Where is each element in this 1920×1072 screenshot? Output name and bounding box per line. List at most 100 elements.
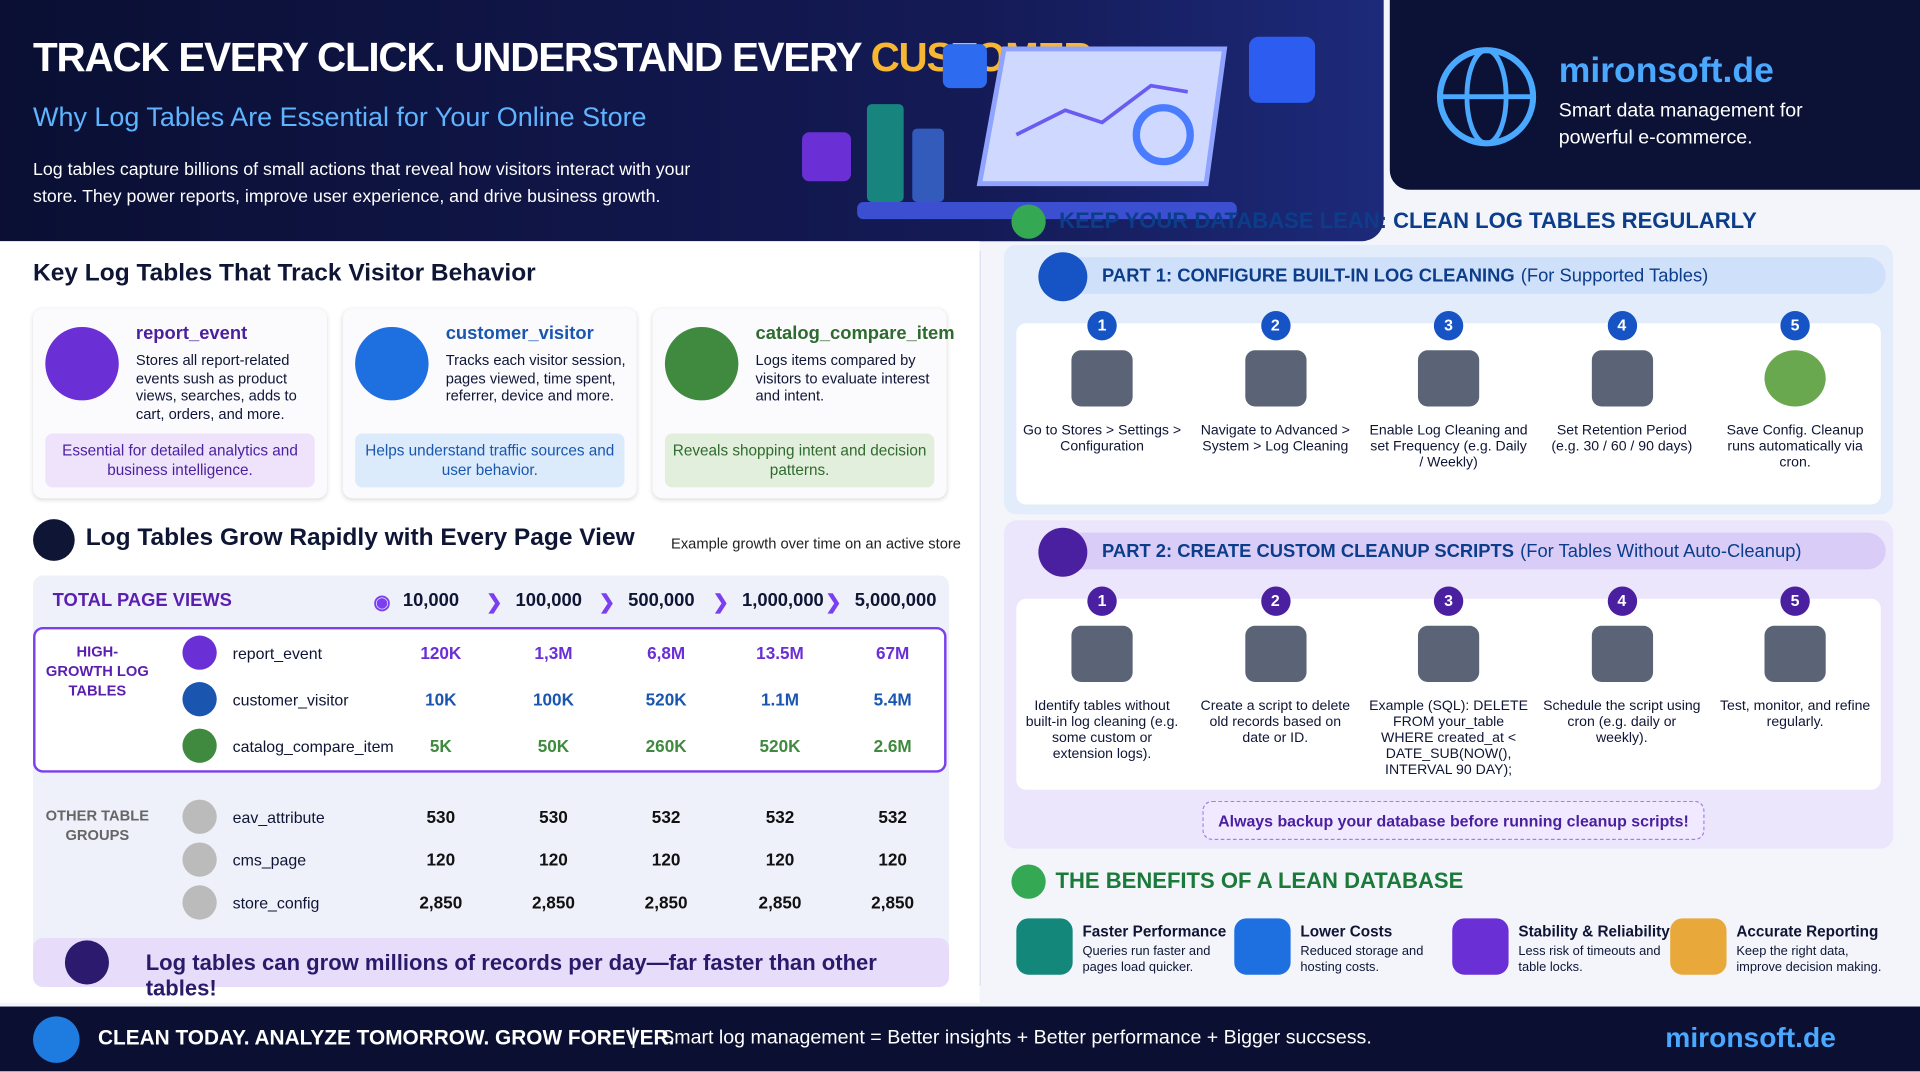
card-note: Helps understand traffic sources and use… [355, 433, 625, 488]
row-value: 10K [425, 689, 457, 709]
group-label: HIGH-GROWTH LOG TABLES [45, 642, 149, 700]
card-icon [45, 326, 119, 401]
benefit-title: Faster Performance [1082, 923, 1227, 941]
step: 1 Go to Stores > Settings > Configuration [1016, 311, 1187, 504]
row-icon [182, 682, 217, 717]
step-icon [1764, 350, 1826, 407]
card-note: Reveals shopping intent and decision pat… [664, 433, 935, 488]
benefit-title: Lower Costs [1300, 923, 1393, 941]
step-number: 2 [1260, 586, 1291, 616]
step: 1 Identify tables without built-in log cl… [1016, 586, 1187, 790]
growth-table: TOTAL PAGE VIEWS HIGH-GROWTH LOG TABLES … [33, 575, 949, 987]
page-views: 500,000 [628, 590, 695, 612]
table-row: catalog_compare_item 5K 50K 260K 520K 2.6M [33, 724, 949, 768]
step-number: 3 [1433, 311, 1464, 341]
part-heading: PART 1: CONFIGURE BUILT-IN LOG CLEANING [1102, 265, 1515, 286]
benefit-icon [1452, 918, 1509, 975]
card-icon [355, 326, 429, 401]
row-value: 13.5M [756, 642, 804, 663]
row-value: 532 [878, 806, 907, 827]
benefit: Faster Performance Queries run faster and… [1016, 918, 1236, 979]
step-icon [1244, 625, 1306, 683]
arrow: ◉ [373, 592, 391, 614]
step-icon [1071, 350, 1133, 407]
step-icon [1417, 350, 1480, 407]
row-value: 532 [651, 806, 681, 827]
step-text: Schedule the script using cron (e.g. dai… [1543, 699, 1701, 746]
row-value: 2,850 [871, 892, 915, 913]
row-icon [182, 842, 217, 877]
note-bar: Log tables can grow millions of records … [33, 937, 949, 1000]
table-name: catalog_compare_item [755, 323, 955, 345]
divider [979, 251, 981, 986]
row-value: 260K [645, 735, 687, 756]
page-views: 1,000,000 [742, 590, 824, 612]
step: 2 Create a script to delete old records b… [1190, 586, 1361, 790]
illustration [802, 36, 1316, 220]
step-icon [1417, 625, 1480, 683]
benefit-title: Accurate Reporting [1736, 923, 1879, 941]
benefit: Accurate Reporting Keep the right data, i… [1670, 918, 1890, 979]
table-row: report_event 120K 1,3M 6,8M 13.5M 67M [33, 631, 949, 675]
part-note: (For Supported Tables) [1520, 265, 1709, 286]
step-number: 3 [1433, 586, 1464, 616]
step-icon [1591, 625, 1653, 683]
section-title: KEEP YOUR DATABASE LEAN: CLEAN LOG TABLE… [1059, 208, 1757, 233]
row-name: eav_attribute [232, 808, 325, 827]
row-icon [182, 885, 217, 920]
card: catalog_compare_item Logs items compared … [652, 308, 955, 499]
warning: Always backup your database before runni… [1202, 800, 1705, 841]
page-views: 10,000 [402, 590, 460, 612]
step-text: Example (SQL): DELETE FROM your_table WH… [1369, 699, 1528, 778]
benefit-icon [1234, 918, 1291, 975]
row-value: 5K [429, 735, 452, 756]
table-description: Logs items compared by visitors to evalu… [755, 351, 930, 405]
part-note: (For Tables Without Auto-Cleanup) [1520, 540, 1802, 562]
card: report_event Stores all report-related ev… [33, 308, 327, 499]
row-icon [182, 799, 217, 834]
tagline: Smart log management = Better insights +… [661, 1027, 1372, 1049]
caption: Example growth over time on an active st… [671, 535, 961, 553]
step-number: 1 [1087, 311, 1117, 341]
brand-box: mironsoft.de Smart data management for p… [1389, 0, 1920, 190]
card: customer_visitor Tracks each visitor sess… [342, 308, 637, 499]
step-icon [1764, 625, 1826, 683]
step-number: 5 [1780, 311, 1810, 341]
note: Log tables can grow millions of records … [145, 950, 877, 1001]
part-icon [1038, 252, 1088, 302]
brand-name: mironsoft.de [1665, 1021, 1836, 1054]
card-note: Essential for detailed analytics and bus… [45, 433, 315, 488]
table-row: store_config 2,850 2,850 2,850 2,850 2,850 [33, 880, 949, 924]
footer: CLEAN TODAY. ANALYZE TOMORROW. GROW FORE… [0, 1006, 1920, 1072]
step: 3 Enable Log Cleaning and set Frequency (… [1363, 311, 1534, 504]
row-name: store_config [232, 893, 320, 913]
row-icon [182, 728, 217, 763]
row-value: 120 [426, 849, 456, 870]
row-value: 120 [765, 849, 795, 870]
part-icon [1038, 527, 1088, 577]
row-value: 520K [645, 689, 687, 709]
arrow: ❯ [598, 592, 616, 614]
benefit-text: Queries run faster and pages load quicke… [1082, 944, 1211, 975]
slogan: CLEAN TODAY. ANALYZE TOMORROW. GROW FORE… [97, 1026, 675, 1050]
benefit-text: Keep the right data, improve decision ma… [1736, 944, 1882, 975]
subtitle: Why Log Tables Are Essential for Your On… [33, 101, 647, 133]
benefit-text: Reduced storage and hosting costs. [1300, 944, 1424, 975]
page-views: 5,000,000 [854, 590, 937, 612]
step-text: Identify tables without built-in log cle… [1025, 699, 1179, 762]
step: 5 Test, monitor, and refine regularly. [1709, 586, 1880, 790]
step: 2 Navigate to Advanced > System > Log Cle… [1190, 311, 1361, 504]
step-number: 2 [1260, 311, 1291, 341]
brand-name: mironsoft.de [1558, 51, 1774, 91]
brand-tagline: Smart data management for powerful e-com… [1558, 100, 1803, 149]
arrow: ❯ [712, 592, 730, 614]
row-value: 2,850 [532, 892, 575, 913]
row-value: 67M [875, 642, 910, 663]
step-text: Set Retention Period (e.g. 30 / 60 / 90 … [1551, 423, 1693, 455]
row-value: 1.1M [760, 689, 800, 709]
step-text: Enable Log Cleaning and set Frequency (e… [1369, 423, 1528, 471]
step-text: Go to Stores > Settings > Configuration [1022, 423, 1182, 455]
row-value: 5.4M [873, 689, 912, 709]
row-value: 2.6M [873, 735, 912, 756]
